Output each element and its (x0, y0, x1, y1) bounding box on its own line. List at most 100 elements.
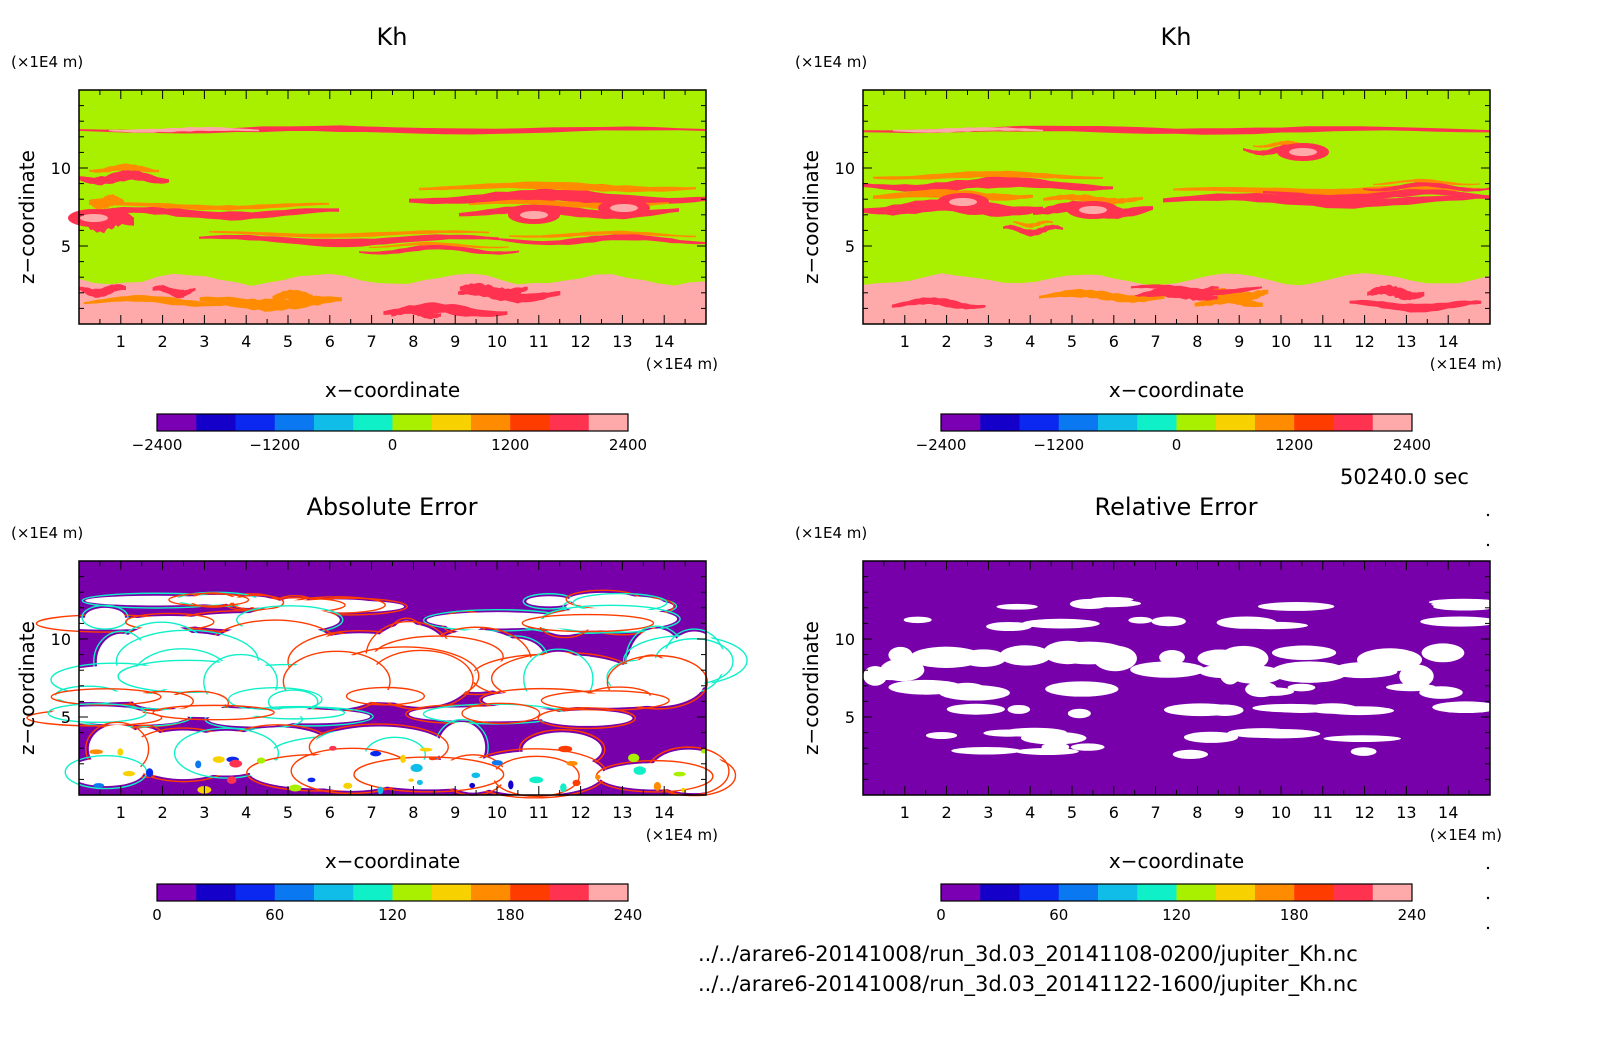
missing-region (912, 683, 943, 695)
kh-boundary-filament (83, 295, 234, 307)
y-axis-label: z−coordinate (799, 150, 823, 284)
colorbar-swatch (941, 414, 981, 431)
kh-upper-strip (863, 125, 1490, 135)
x-tick-label: 10 (1271, 803, 1291, 822)
kh-shear-band (1163, 192, 1490, 209)
colorbar-swatch (1333, 414, 1374, 431)
colorbar-swatch (314, 414, 354, 431)
x-tick-label: 13 (612, 332, 632, 351)
x-unit-label: (×1E4 m) (646, 826, 718, 844)
x-tick-label: 13 (1396, 332, 1416, 351)
x-tick-label: 11 (1313, 803, 1333, 822)
x-tick-label: 12 (1354, 803, 1374, 822)
error-contour-edge (152, 704, 275, 721)
missing-region (85, 607, 125, 627)
colorbar-swatch (274, 884, 315, 901)
error-speckle (146, 768, 154, 778)
error-speckle (595, 774, 601, 780)
file-path-1: ../../arare6-20141008/run_3d.03_20141108… (698, 942, 1358, 966)
error-speckle (370, 750, 382, 757)
missing-region (1324, 706, 1395, 716)
missing-region (1067, 708, 1091, 719)
y-tick-label: 10 (51, 159, 71, 178)
colorbar-tick-label: 60 (1049, 906, 1068, 924)
time-label: 50240.0 sec (1340, 465, 1469, 489)
kh-shear-band-edge (419, 181, 696, 193)
colorbar-tick-label: −1200 (249, 436, 300, 454)
kh-shear-band-edge (1253, 140, 1313, 148)
error-speckle (566, 760, 578, 766)
colorbar-swatch (510, 414, 550, 431)
error-speckle (419, 747, 433, 752)
colorbar-tick-label: 1200 (1275, 436, 1313, 454)
x-axis-label: x−coordinate (325, 849, 460, 873)
kh-shear-band (499, 233, 706, 246)
colorbar-swatch (1372, 414, 1413, 431)
missing-region (599, 763, 710, 790)
heatmap-field (26, 561, 748, 799)
error-contour-edge (345, 686, 426, 706)
y-tick-label: 10 (51, 630, 71, 649)
missing-region (51, 706, 143, 720)
missing-region (496, 758, 577, 794)
missing-region (1419, 686, 1463, 699)
colorbar-swatch (1333, 884, 1374, 901)
missing-region (349, 690, 422, 703)
y-tick-label: 10 (835, 159, 855, 178)
x-tick-label: 14 (654, 803, 674, 822)
y-unit-label: (×1E4 m) (11, 524, 83, 542)
colorbar-swatch (1098, 414, 1138, 431)
x-tick-label: 5 (1067, 803, 1077, 822)
colorbar-tick-label: 0 (1172, 436, 1182, 454)
error-speckle (195, 760, 202, 769)
missing-region (1332, 662, 1391, 679)
kh-shear-band (863, 176, 1113, 192)
x-unit-label: (×1E4 m) (646, 355, 718, 373)
error-speckle (572, 779, 581, 787)
x-tick-label: 14 (1438, 332, 1458, 351)
margin-dot (1486, 866, 1490, 870)
colorbar-swatch (1215, 884, 1256, 901)
x-tick-label: 12 (570, 332, 590, 351)
missing-region (1287, 683, 1316, 692)
colorbar-swatch (157, 884, 197, 901)
missing-region (1421, 643, 1465, 663)
y-axis-label: z−coordinate (799, 621, 823, 755)
colorbar-swatch (1058, 414, 1099, 431)
kh-shear-band-edge (209, 230, 489, 238)
x-tick-label: 2 (942, 803, 952, 822)
margin-dot (1486, 926, 1490, 930)
colorbar-swatch (392, 884, 433, 901)
missing-region (233, 597, 281, 608)
error-speckle (700, 749, 707, 754)
error-speckle (256, 757, 266, 764)
x-tick-label: 10 (1271, 332, 1291, 351)
colorbar-swatch (353, 884, 393, 901)
kh-boundary-filament (891, 297, 986, 310)
missing-region (526, 596, 572, 607)
colorbar-frame (940, 883, 1413, 902)
x-axis-label: x−coordinate (325, 378, 460, 402)
colorbar: −2400 −1200 0 1200 2400 (916, 413, 1431, 454)
x-tick-label: 12 (570, 803, 590, 822)
colorbar-swatch (1255, 414, 1295, 431)
kh-boundary-filament (152, 284, 196, 299)
x-tick-label: 5 (283, 803, 293, 822)
error-speckle (307, 777, 316, 783)
x-tick-label: 4 (1025, 803, 1035, 822)
x-tick-label: 3 (199, 803, 209, 822)
x-tick-label: 6 (1109, 803, 1119, 822)
missing-region (939, 685, 1010, 701)
x-tick-label: 4 (1025, 332, 1035, 351)
colorbar-swatch (980, 414, 1020, 431)
kh-eddy-core (1079, 206, 1107, 214)
y-unit-label: (×1E4 m) (795, 53, 867, 71)
x-tick-label: 4 (241, 332, 251, 351)
x-tick-label: 6 (325, 332, 335, 351)
error-contour-edge (606, 654, 709, 710)
x-tick-label: 11 (529, 332, 549, 351)
missing-region (1163, 703, 1237, 717)
kh-shear-band (1363, 181, 1490, 192)
x-tick-label: 1 (116, 332, 126, 351)
missing-region (925, 732, 958, 739)
